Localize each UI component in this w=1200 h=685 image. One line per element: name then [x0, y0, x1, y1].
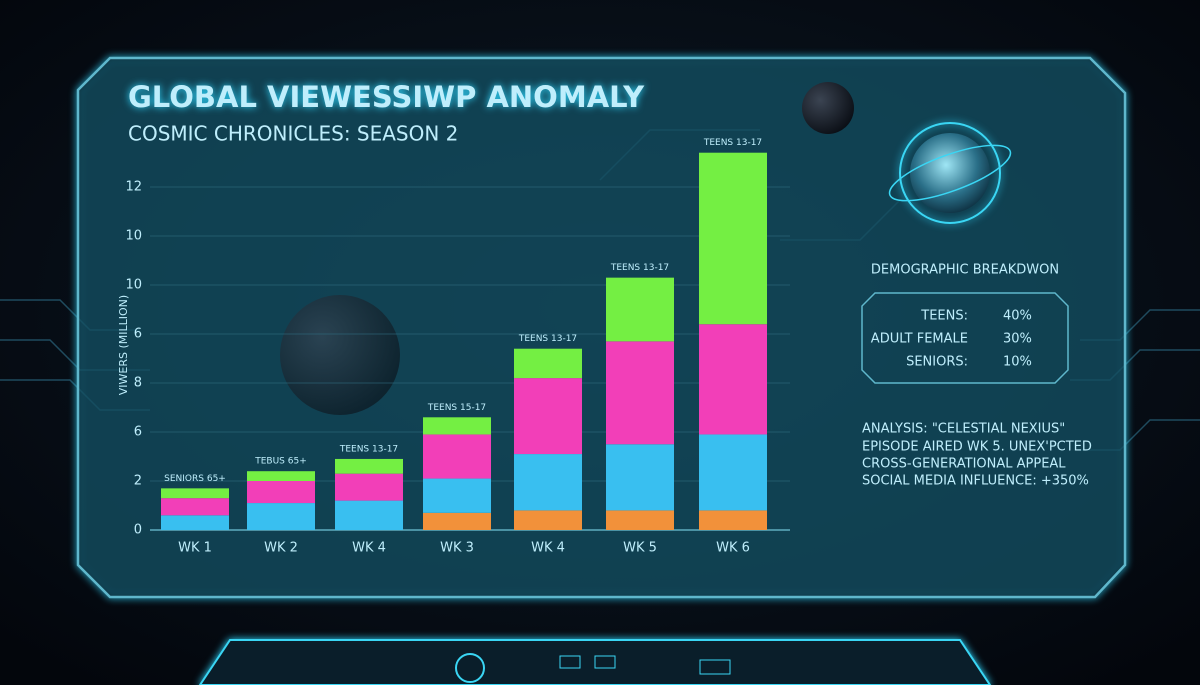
x-tick-label: WK 4: [352, 541, 386, 556]
bar-segment: [161, 498, 229, 516]
bar-segment: [699, 510, 767, 530]
bar-segment: [161, 488, 229, 499]
planet: [802, 82, 854, 134]
bar-segment: [514, 348, 582, 379]
breakdown-label: SENIORS:: [906, 355, 968, 370]
bar-segment: [247, 481, 315, 504]
bar-segment: [423, 512, 491, 530]
y-axis-label: VIWERS (MILLION): [117, 295, 130, 395]
bar-segment: [335, 500, 403, 530]
bar-segment: [247, 471, 315, 481]
x-tick-label: WK 6: [716, 541, 750, 556]
title: GLOBAL VIEWESSIWP ANOMALY: [128, 80, 645, 114]
bar-segment: [161, 515, 229, 530]
y-tick-label: 6: [134, 425, 142, 440]
x-tick-label: WK 4: [531, 541, 565, 556]
bar-segment: [423, 417, 491, 435]
bar-annotation: TEENS 13-17: [610, 263, 669, 273]
bar-annotation: TEENS 13-17: [339, 444, 398, 454]
bar-segment: [606, 444, 674, 511]
bar-segment: [514, 510, 582, 530]
bar-annotation: TEENS 13-17: [518, 334, 577, 344]
bar-segment: [514, 454, 582, 511]
analysis-line: CROSS-GENERATIONAL APPEAL: [862, 457, 1066, 472]
y-tick-label: 0: [134, 523, 142, 538]
analysis-line: ANALYSIS: "CELESTIAL NEXIUS": [862, 422, 1065, 437]
breakdown-value: 10%: [1003, 355, 1032, 370]
bar-annotation: SENIORS 65+: [164, 474, 226, 484]
breakdown-label: ADULT FEMALE: [871, 332, 968, 347]
x-tick-label: WK 2: [264, 541, 298, 556]
bar-annotation: TEENS 15-17: [427, 403, 486, 413]
bar-annotation: TEBUS 65+: [254, 457, 307, 467]
bar-segment: [514, 378, 582, 455]
analysis-line: EPISODE AIRED WK 5. UNEX'PCTED: [862, 440, 1092, 455]
bar-segment: [423, 434, 491, 479]
y-tick-label: 10: [125, 229, 142, 244]
breakdown-value: 40%: [1003, 309, 1032, 324]
y-tick-label: 10: [125, 278, 142, 293]
console: [198, 639, 992, 685]
x-tick-label: WK 3: [440, 541, 474, 556]
analysis-line: SOCIAL MEDIA INFLUENCE: +350%: [862, 474, 1089, 489]
subtitle: COSMIC CHRONICLES: SEASON 2: [128, 122, 458, 146]
x-tick-label: WK 1: [178, 541, 212, 556]
globe-icon: [888, 122, 1012, 224]
breakdown-value: 30%: [1003, 332, 1032, 347]
bar-segment: [699, 152, 767, 325]
breakdown-title: DEMOGRAPHIC BREAKDWON: [871, 263, 1059, 278]
bar-segment: [606, 341, 674, 445]
bar-segment: [699, 324, 767, 435]
bar-segment: [606, 510, 674, 530]
bar-segment: [335, 458, 403, 474]
breakdown-label: TEENS:: [920, 309, 968, 324]
bar-segment: [423, 478, 491, 513]
y-tick-label: 8: [134, 376, 142, 391]
bar-segment: [335, 473, 403, 501]
y-tick-label: 12: [125, 180, 142, 195]
bar-annotation: TEENS 13-17: [703, 138, 762, 148]
bar-segment: [699, 434, 767, 511]
bar-segment: [606, 277, 674, 342]
planet: [280, 295, 400, 415]
y-tick-label: 6: [134, 327, 142, 342]
x-tick-label: WK 5: [623, 541, 657, 556]
bar-segment: [247, 503, 315, 530]
y-tick-label: 2: [134, 474, 142, 489]
breakdown-box: [861, 292, 1069, 384]
